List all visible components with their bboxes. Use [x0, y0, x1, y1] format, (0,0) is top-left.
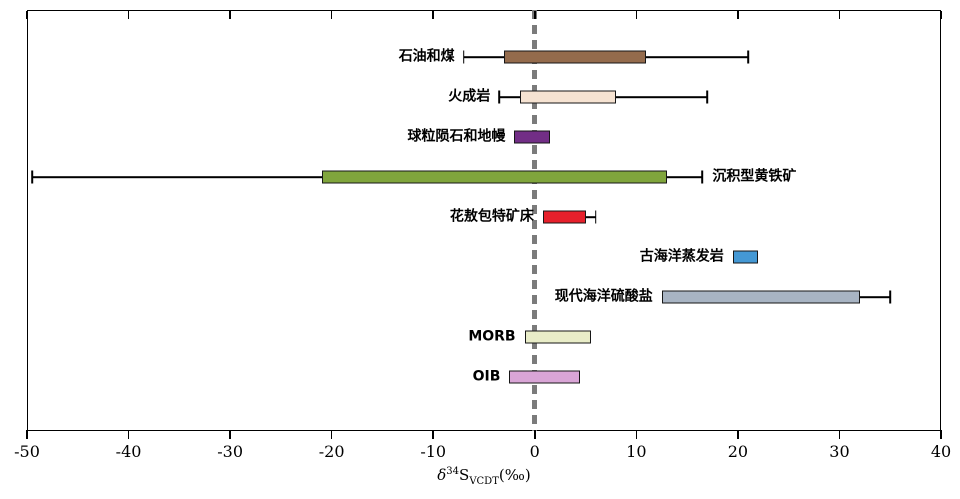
x-tick-bottom: [635, 430, 638, 439]
range-bar: [321, 170, 667, 184]
x-tick-label: -30: [217, 442, 243, 461]
x-tick-label: 40: [930, 442, 952, 461]
whisker-cap-right: [701, 170, 704, 184]
whisker-cap-left: [31, 170, 33, 184]
x-tick-label: 30: [829, 442, 850, 461]
x-tick-top: [432, 11, 435, 19]
series-label: 现代海洋硫酸盐: [554, 288, 653, 305]
x-tick-label: -40: [115, 442, 142, 461]
x-tick-bottom: [127, 430, 130, 439]
series-label: 沉积型黄铁矿: [712, 168, 797, 185]
x-tick-bottom: [330, 430, 333, 439]
x-tick-top: [533, 11, 536, 19]
x-tick-bottom: [838, 430, 841, 439]
series-label: 球粒陨石和地幔: [407, 128, 506, 145]
x-tick-label: -50: [14, 442, 40, 461]
x-axis-label: δ34SVCDT(‰): [27, 466, 941, 487]
range-bar: [504, 50, 647, 64]
x-tick-label: 10: [626, 442, 647, 461]
x-tick-top: [838, 11, 841, 19]
range-bar: [519, 90, 616, 104]
xlabel-superscript: 34: [446, 466, 460, 477]
series-label: MORB: [468, 328, 516, 345]
series-label: 石油和煤: [398, 48, 455, 65]
xlabel-unit: (‰): [498, 466, 531, 484]
whisker-cap-right: [594, 210, 597, 224]
range-bar: [514, 130, 550, 144]
x-tick-top: [940, 11, 942, 19]
x-tick-label: -20: [318, 442, 345, 461]
x-tick-label: 0: [529, 442, 540, 461]
whisker-cap-right: [889, 290, 892, 304]
whisker-cap-right: [747, 50, 749, 64]
whisker-cap-right: [706, 90, 709, 104]
xlabel-symbol: S: [459, 466, 470, 484]
x-tick-top: [127, 11, 130, 19]
x-tick-label: -10: [420, 442, 447, 461]
plot-border: [27, 10, 941, 431]
range-bar: [661, 290, 860, 304]
x-tick-bottom: [229, 430, 231, 439]
range-bar: [524, 330, 591, 344]
x-tick-bottom: [432, 430, 435, 439]
x-tick-top: [635, 11, 638, 19]
whisker-cap-left: [462, 50, 465, 64]
range-bar: [732, 250, 759, 264]
x-tick-top: [229, 11, 231, 19]
x-tick-bottom: [533, 430, 536, 439]
x-tick-label: 20: [727, 442, 749, 461]
series-label: OIB: [472, 368, 501, 385]
zero-reference-line: [532, 10, 538, 431]
series-label: 火成岩: [448, 88, 491, 105]
series-label: 花敖包特矿床: [449, 208, 534, 225]
xlabel-delta: δ: [437, 466, 447, 484]
x-tick-top: [737, 11, 739, 19]
whisker-cap-left: [498, 90, 501, 104]
x-tick-bottom: [737, 430, 739, 439]
x-tick-bottom: [26, 430, 28, 439]
range-bar: [542, 210, 586, 224]
x-tick-bottom: [940, 430, 942, 439]
x-tick-top: [330, 11, 333, 19]
range-bar: [509, 370, 581, 384]
series-label: 古海洋蒸发岩: [639, 248, 724, 265]
xlabel-subscript: VCDT: [469, 476, 499, 487]
x-tick-top: [26, 11, 28, 19]
